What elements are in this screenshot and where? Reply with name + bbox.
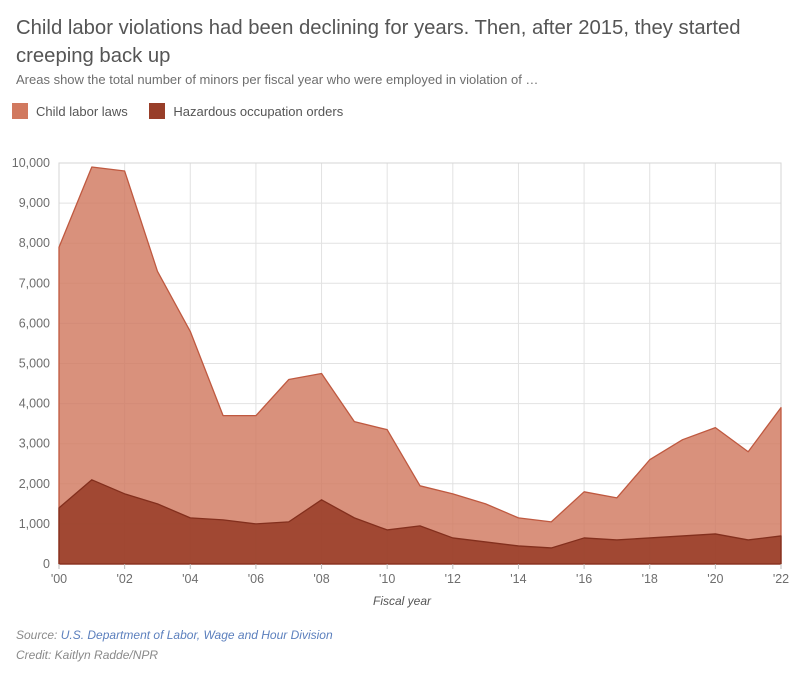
svg-text:'18: '18 bbox=[642, 572, 658, 586]
svg-text:'20: '20 bbox=[707, 572, 723, 586]
svg-text:'12: '12 bbox=[445, 572, 461, 586]
svg-text:'08: '08 bbox=[313, 572, 329, 586]
svg-text:3,000: 3,000 bbox=[19, 437, 50, 451]
svg-text:'06: '06 bbox=[248, 572, 264, 586]
svg-text:8,000: 8,000 bbox=[19, 236, 50, 250]
svg-text:6,000: 6,000 bbox=[19, 316, 50, 330]
svg-text:9,000: 9,000 bbox=[19, 196, 50, 210]
svg-text:5,000: 5,000 bbox=[19, 357, 50, 371]
svg-text:10,000: 10,000 bbox=[12, 156, 50, 170]
svg-text:1,000: 1,000 bbox=[19, 517, 50, 531]
svg-text:'10: '10 bbox=[379, 572, 395, 586]
svg-text:'16: '16 bbox=[576, 572, 592, 586]
svg-text:'02: '02 bbox=[116, 572, 132, 586]
svg-text:7,000: 7,000 bbox=[19, 276, 50, 290]
svg-text:'04: '04 bbox=[182, 572, 198, 586]
svg-text:'14: '14 bbox=[510, 572, 526, 586]
svg-text:2,000: 2,000 bbox=[19, 477, 50, 491]
svg-text:'22: '22 bbox=[773, 572, 789, 586]
svg-text:0: 0 bbox=[43, 557, 50, 571]
svg-text:4,000: 4,000 bbox=[19, 397, 50, 411]
svg-text:'00: '00 bbox=[51, 572, 67, 586]
